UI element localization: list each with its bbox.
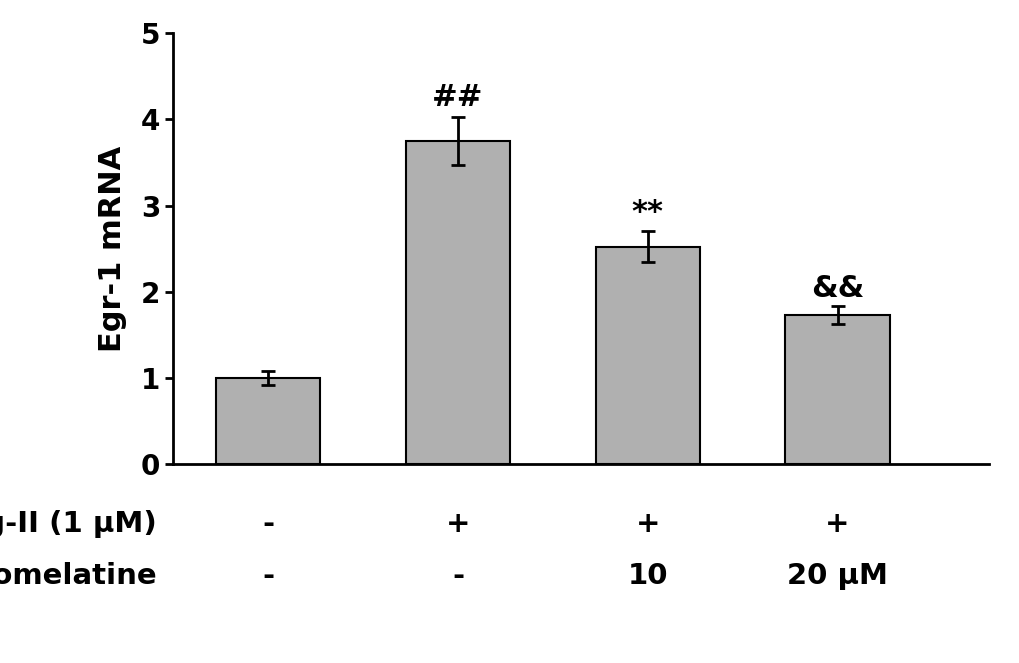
- Text: +: +: [824, 511, 849, 538]
- Text: -: -: [451, 562, 464, 590]
- Bar: [785, 315, 889, 464]
- Bar: [406, 141, 510, 464]
- Text: Agomelatine: Agomelatine: [0, 562, 157, 590]
- Text: **: **: [631, 198, 663, 227]
- Text: Ang-II (1 μM): Ang-II (1 μM): [0, 511, 157, 538]
- Text: ##: ##: [432, 84, 483, 113]
- Text: +: +: [445, 511, 470, 538]
- Text: +: +: [635, 511, 659, 538]
- Text: -: -: [262, 562, 274, 590]
- Text: &&: &&: [810, 274, 863, 303]
- Bar: [216, 378, 320, 464]
- Y-axis label: Egr-1 mRNA: Egr-1 mRNA: [98, 145, 126, 352]
- Text: -: -: [262, 511, 274, 538]
- Text: 10: 10: [627, 562, 667, 590]
- Bar: [595, 247, 699, 464]
- Text: 20 μM: 20 μM: [787, 562, 888, 590]
